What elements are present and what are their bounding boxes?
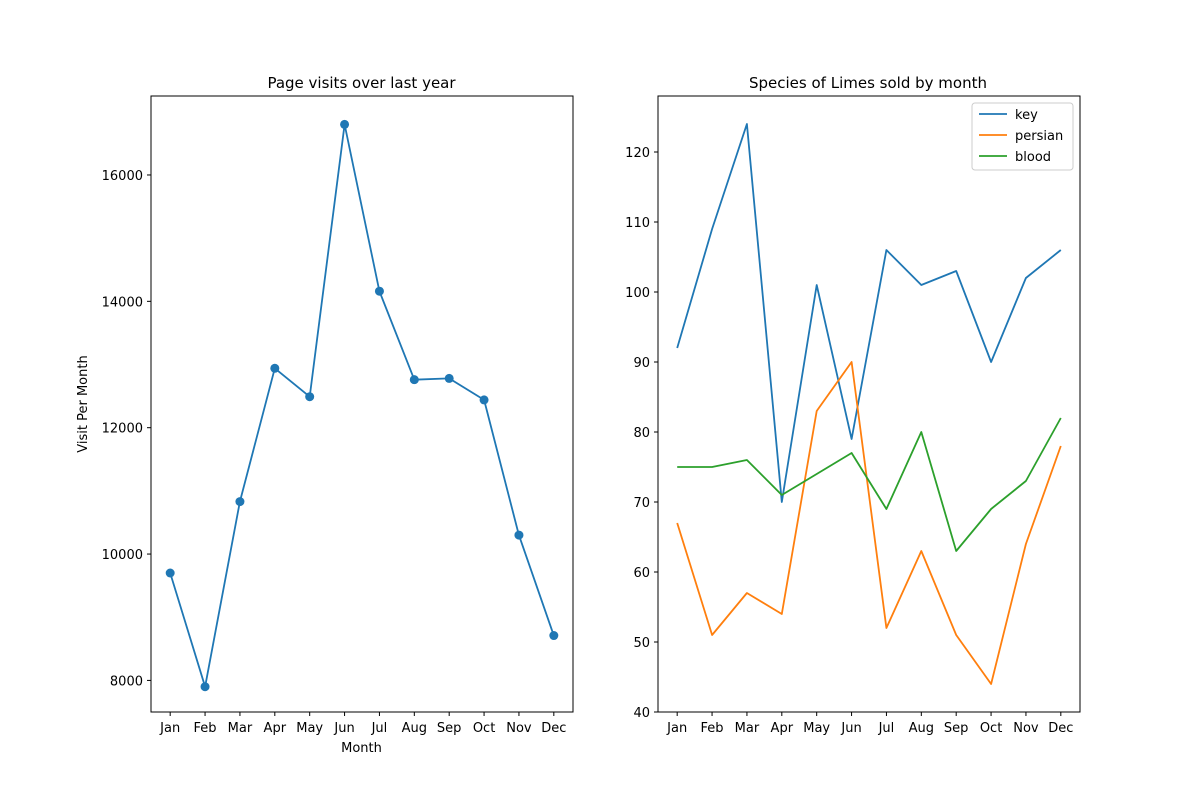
- x-tick-label: Nov: [1013, 721, 1039, 736]
- chart-marks: Jan Feb Mar Apr May Jun Jul Aug Sep Oct Nov Dec 8000…: [102, 119, 566, 736]
- x-tick-label: Mar: [228, 721, 253, 736]
- y-tick-label: 110: [625, 216, 650, 231]
- data-point: [444, 373, 454, 383]
- data-point: [305, 392, 315, 402]
- x-tick-label: Oct: [980, 721, 1002, 736]
- data-point: [374, 286, 384, 296]
- legend-label-key: key: [1015, 108, 1038, 123]
- y-tick-label: 80: [633, 426, 650, 441]
- x-tick-label: Apr: [264, 721, 287, 736]
- chart-title: Page visits over last year: [267, 74, 456, 92]
- y-tick-label: 50: [633, 636, 650, 651]
- data-point: [409, 375, 419, 385]
- y-tick-label: 120: [625, 146, 650, 161]
- x-tick-label: Feb: [701, 721, 724, 736]
- y-tick-label: 60: [633, 566, 650, 581]
- legend-label-blood: blood: [1015, 150, 1051, 165]
- y-tick-label: 8000: [110, 674, 143, 689]
- x-tick-label: Feb: [194, 721, 217, 736]
- x-tick-label: Jan: [159, 721, 180, 736]
- x-tick-label: Dec: [541, 721, 566, 736]
- x-tick-label: Jun: [840, 721, 861, 736]
- x-tick-label: May: [803, 721, 830, 736]
- x-tick-label: Dec: [1048, 721, 1073, 736]
- legend-box: [971, 102, 1074, 171]
- y-axis-label: Visit Per Month: [76, 355, 91, 452]
- x-tick-label: Jul: [878, 721, 895, 736]
- chart-page-visits: Page visits over last year Jan Feb Mar Apr M…: [76, 74, 574, 756]
- x-tick-label: Aug: [909, 721, 934, 736]
- legend-label-persian: persian: [1015, 129, 1063, 144]
- data-point: [479, 395, 489, 405]
- x-tick-label: Jan: [666, 721, 687, 736]
- chart-title: Species of Limes sold by month: [749, 74, 987, 92]
- x-tick-label: Aug: [402, 721, 427, 736]
- y-tick-label: 70: [633, 496, 650, 511]
- series-line: [169, 123, 555, 688]
- data-point: [549, 631, 559, 641]
- x-tick-label: May: [296, 721, 323, 736]
- data-point: [235, 497, 245, 507]
- legend: key persian blood: [971, 102, 1074, 171]
- chart-marks: Jan Feb Mar Apr May Jun Jul Aug Sep Oct Nov Dec 40 50…: [625, 123, 1073, 736]
- x-tick-label: Jul: [371, 721, 388, 736]
- x-tick-label: Jun: [333, 721, 354, 736]
- y-tick-label: 40: [633, 706, 650, 721]
- x-axis-label: Month: [341, 741, 382, 756]
- y-tick-label: 100: [625, 286, 650, 301]
- x-tick-label: Sep: [944, 721, 969, 736]
- plot-frame: [657, 95, 1081, 713]
- series-line-persian: [676, 361, 1062, 685]
- series-line-key: [676, 123, 1062, 503]
- y-tick-label: 14000: [102, 295, 143, 310]
- plot-frame: [150, 95, 574, 713]
- y-tick-label: 12000: [102, 422, 143, 437]
- x-tick-label: Oct: [473, 721, 495, 736]
- x-tick-label: Mar: [735, 721, 760, 736]
- x-tick-label: Apr: [771, 721, 794, 736]
- data-point: [270, 363, 280, 373]
- data-point: [165, 568, 175, 578]
- y-tick-label: 10000: [102, 548, 143, 563]
- y-tick-label: 16000: [102, 169, 143, 184]
- series-line-blood: [677, 417, 1062, 552]
- data-point: [340, 119, 350, 129]
- y-tick-label: 90: [633, 356, 650, 371]
- x-tick-label: Nov: [506, 721, 532, 736]
- x-tick-label: Sep: [437, 721, 462, 736]
- data-point: [514, 530, 524, 540]
- chart-limes-by-month: Species of Limes sold by month Jan Feb Mar…: [625, 74, 1081, 736]
- data-point: [200, 682, 210, 692]
